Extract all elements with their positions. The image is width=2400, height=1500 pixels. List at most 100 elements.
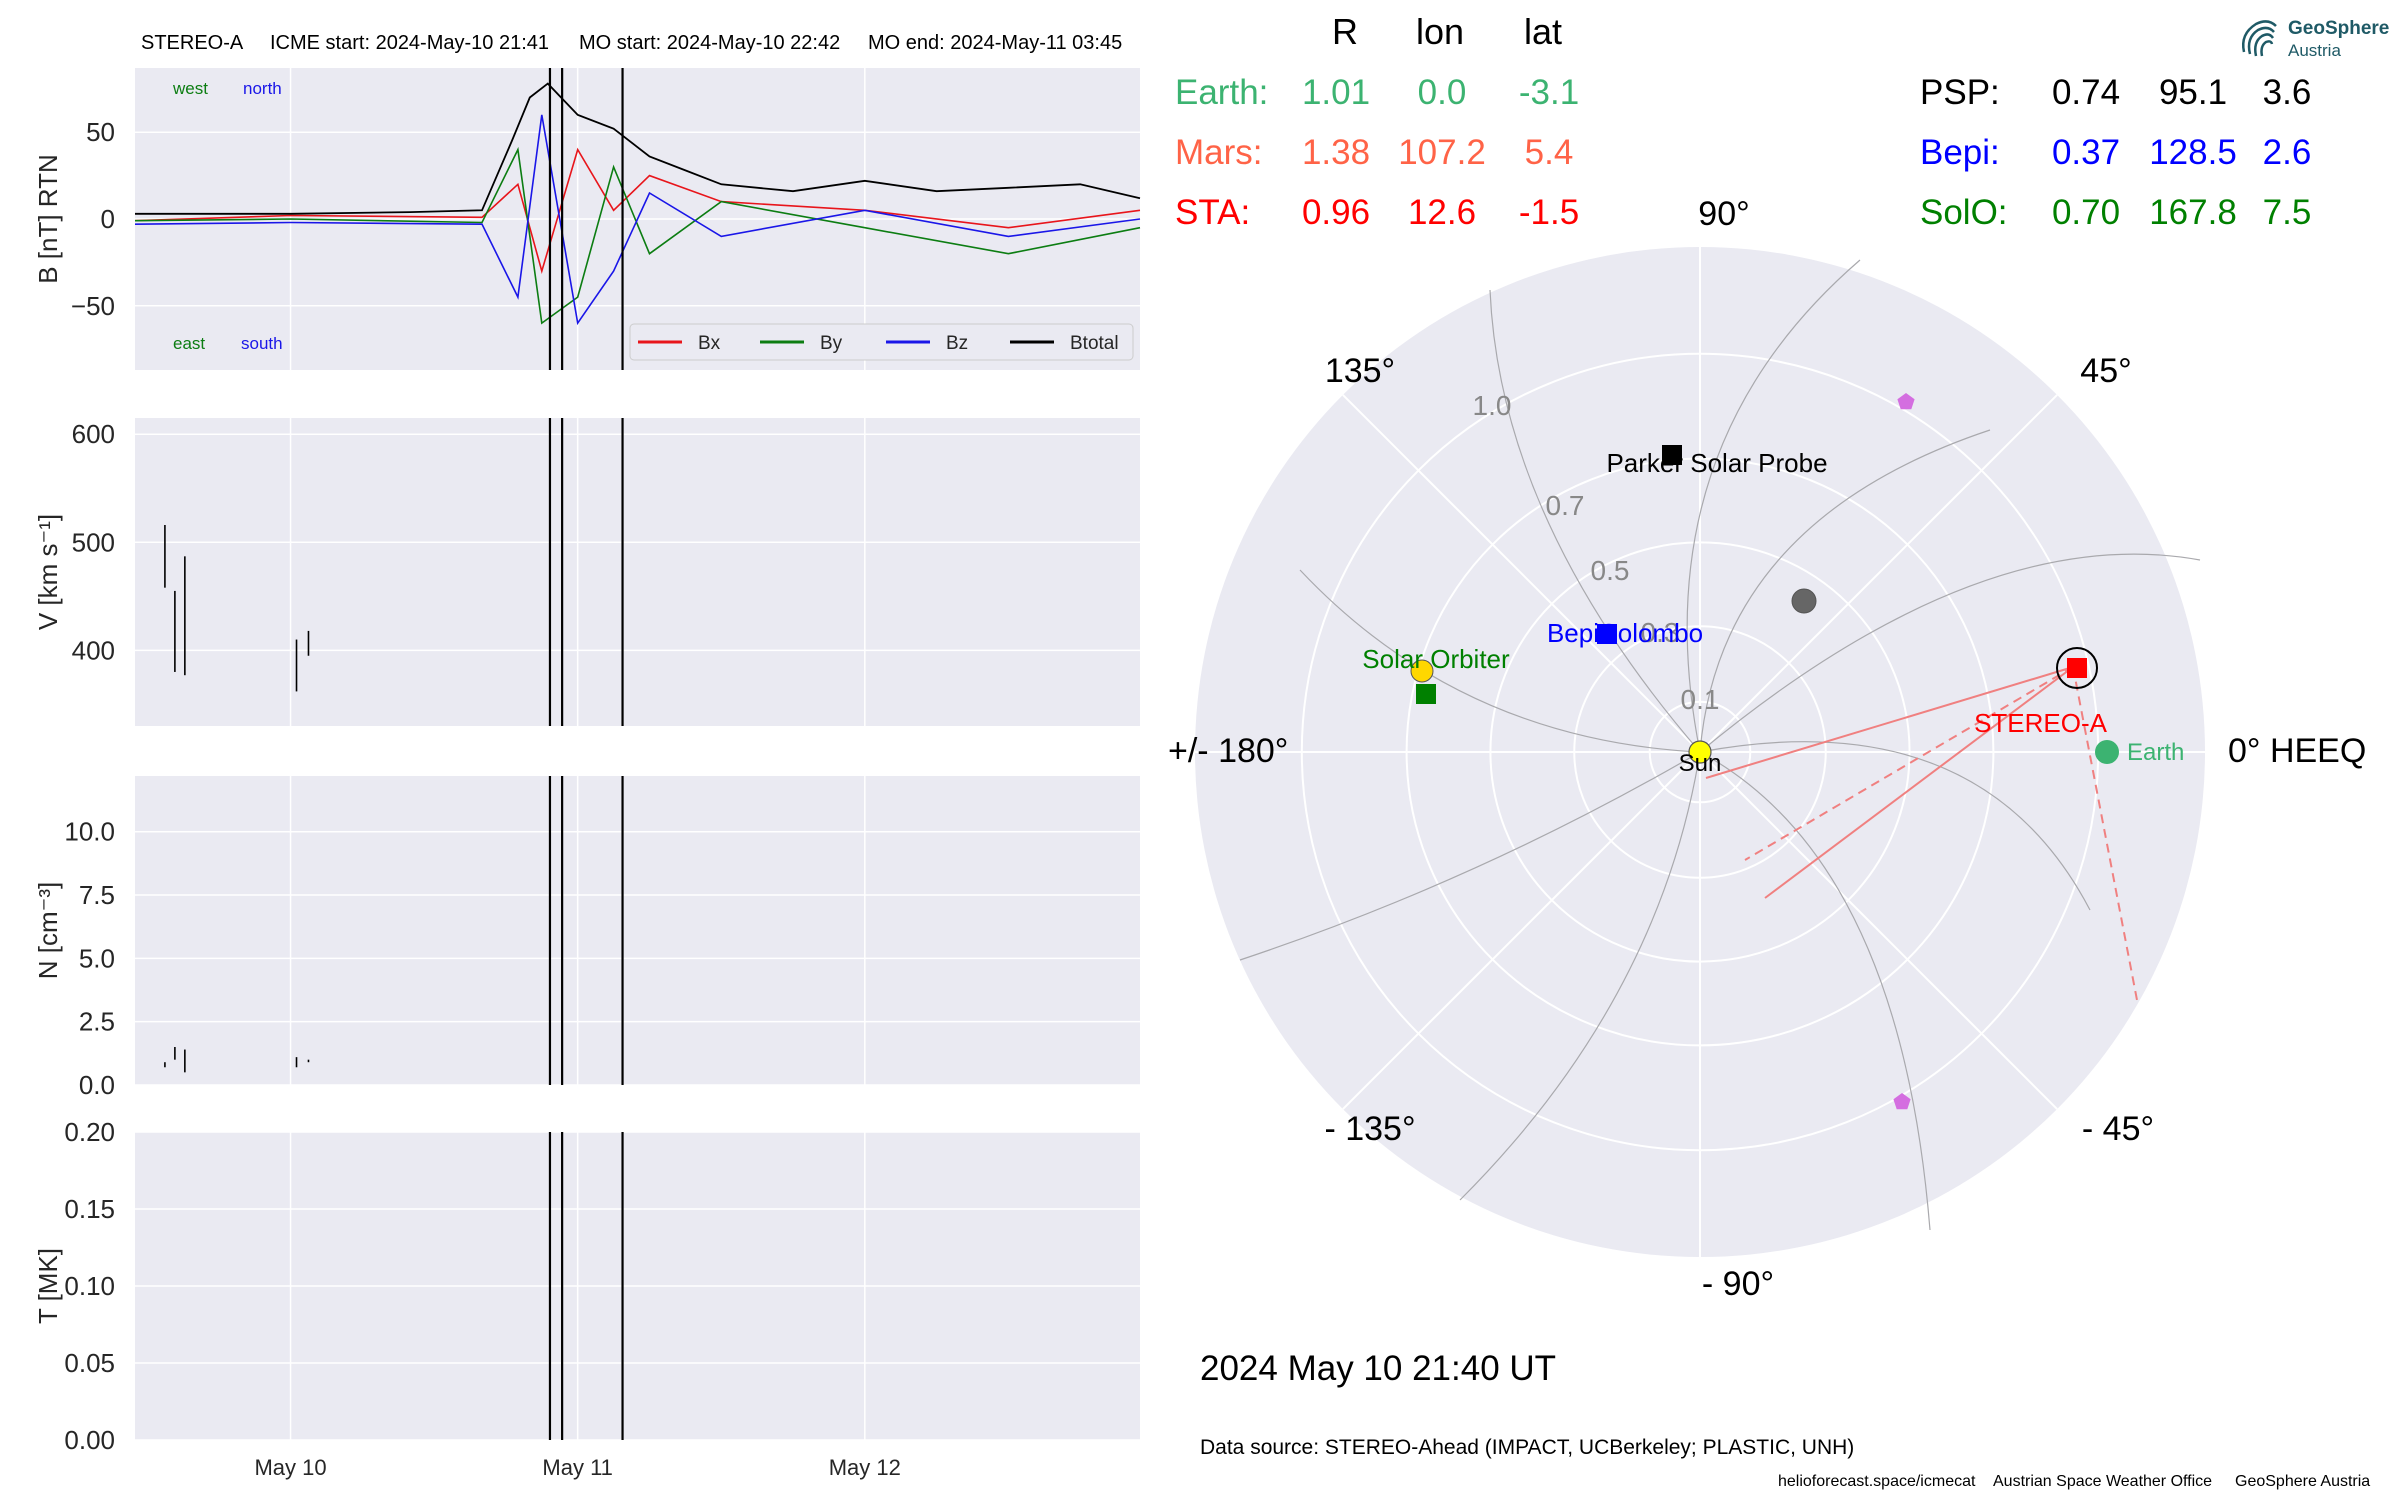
logo-title: GeoSphere — [2288, 18, 2390, 39]
footer-org: GeoSphere Austria — [2235, 1473, 2370, 1490]
legend-label-btotal: Btotal — [1070, 333, 1119, 354]
panel-density: 0.0 2.5 5.0 7.5 10.0 N [cm⁻³] — [33, 776, 1140, 1100]
bepi-marker — [1597, 624, 1617, 644]
table-row-lon: 107.2 — [1398, 133, 1486, 172]
table-row-lat: 5.4 — [1525, 133, 1574, 172]
y-tick-label: 0.0 — [79, 1070, 115, 1100]
table-row-r: 0.74 — [2052, 73, 2120, 112]
spacecraft-label: STEREO-A — [141, 32, 244, 54]
corner-label-south: south — [241, 334, 283, 353]
parker-spiral — [1699, 553, 2201, 753]
psp-label: Parker Solar Probe — [1606, 448, 1827, 478]
table-row-lat: 3.6 — [2263, 73, 2312, 112]
y-tick-label: 600 — [72, 419, 115, 449]
timestamp: 2024 May 10 21:40 UT — [1200, 1349, 1556, 1388]
polar-spoke — [1699, 751, 2058, 1110]
y-tick-label: 10.0 — [64, 817, 115, 847]
y-tick-label: 500 — [72, 527, 115, 557]
parker-spiral — [1699, 741, 2091, 911]
parker-spiral — [1299, 569, 1701, 753]
polar-marker-circle — [1410, 659, 1434, 683]
icme-start-label: ICME start: 2024-May-10 21:41 — [270, 32, 549, 54]
table-row-name: STA: — [1175, 193, 1250, 232]
y-axis-label: V [km s⁻¹] — [33, 514, 63, 630]
table-row-r: 1.01 — [1302, 73, 1370, 112]
table-row-name: SolO: — [1920, 193, 2008, 232]
polar-position-plot: 0.1 0.3 0.5 0.7 1.0 0° HEEQ 45° 90° 135° +/- 180°… — [1168, 195, 2366, 1303]
y-tick-label: 0.00 — [64, 1425, 115, 1455]
table-row-r: 1.38 — [1302, 133, 1370, 172]
parker-spiral — [1489, 289, 1701, 753]
stereo-a-marker — [2067, 658, 2087, 678]
stereo-line-dashed — [2072, 666, 2138, 1001]
y-tick-label: 7.5 — [79, 880, 115, 910]
angle-label: - 45° — [2082, 1110, 2154, 1148]
table-row-name: PSP: — [1920, 73, 2000, 112]
radial-tick-label: 0.3 — [1641, 617, 1680, 648]
earth-label: Earth — [2127, 739, 2184, 766]
table-row-lon: 0.0 — [1418, 73, 1467, 112]
legend-frame — [629, 323, 1134, 361]
legend-label-bx: Bx — [698, 333, 721, 354]
y-tick-label: 0 — [101, 204, 115, 234]
mo-end-label: MO end: 2024-May-11 03:45 — [868, 32, 1122, 54]
angle-label: - 135° — [1324, 1110, 1415, 1148]
sun-label: Sun — [1679, 750, 1722, 777]
table-header-r: R — [1332, 11, 1358, 52]
y-tick-label: 50 — [86, 117, 115, 147]
x-tick-label: May 10 — [254, 1455, 326, 1480]
table-row-lon: 167.8 — [2149, 193, 2237, 232]
radial-tick-label: 1.0 — [1473, 390, 1512, 421]
y-axis-label: T [MK] — [33, 1248, 63, 1324]
angle-label: 45° — [2080, 352, 2131, 390]
stereo-line-solid — [1705, 666, 2074, 779]
corner-label-east: east — [173, 334, 205, 353]
y-axis-label: B [nT] RTN — [33, 154, 63, 284]
solo-label: Solar Orbiter — [1362, 644, 1510, 674]
geosphere-logo: GeoSphere Austria — [2238, 14, 2390, 64]
parker-spiral — [1686, 259, 1861, 753]
mo-start-label: MO start: 2024-May-10 22:42 — [579, 32, 840, 54]
sun-marker — [1688, 740, 1712, 764]
table-row-lon: 12.6 — [1408, 193, 1476, 232]
x-tick-label: May 12 — [829, 1455, 901, 1480]
stereo-a-ring — [2056, 647, 2098, 689]
angle-label: - 90° — [1702, 1265, 1774, 1303]
logo-swirl-icon — [2242, 20, 2277, 57]
parker-spiral — [1699, 751, 1931, 1231]
psp-marker — [1662, 445, 1682, 465]
parker-spiral — [1699, 429, 1991, 753]
solo-marker — [1416, 684, 1436, 704]
stereo-line-solid — [1764, 666, 2074, 899]
table-row-lat: 7.5 — [2263, 193, 2312, 232]
table-row-lon: 128.5 — [2149, 133, 2237, 172]
table-row-name: Bepi: — [1920, 133, 2000, 172]
x-tick-label: May 11 — [542, 1455, 613, 1480]
polar-marker-pentagon — [1897, 393, 1915, 410]
time-series-panels: −50 0 50 B [nT] RTN west north east south Bx By Bz… — [33, 68, 1141, 1480]
series-bz-line — [134, 114, 1141, 326]
panel-background — [135, 418, 1140, 726]
parker-spiral — [1459, 751, 1701, 1201]
data-source: Data source: STEREO-Ahead (IMPACT, UCBer… — [1200, 1436, 1854, 1459]
y-tick-label: 0.20 — [64, 1117, 115, 1147]
table-header-lat: lat — [1524, 11, 1562, 52]
polar-spoke — [1342, 394, 1701, 753]
y-tick-label: −50 — [71, 291, 115, 321]
panel-background — [135, 776, 1140, 1085]
table-row-r: 0.70 — [2052, 193, 2120, 232]
series-bx-line — [134, 147, 1141, 275]
legend-label-bz: Bz — [946, 333, 968, 354]
table-row-r: 0.37 — [2052, 133, 2120, 172]
y-tick-label: 5.0 — [79, 943, 115, 973]
series-by-line — [134, 146, 1141, 325]
footer-office: Austrian Space Weather Office — [1993, 1473, 2212, 1490]
polar-spoke — [1699, 394, 2058, 753]
table-row-lon: 95.1 — [2159, 73, 2227, 112]
parker-spiral — [1239, 751, 1701, 961]
corner-label-north: north — [243, 79, 282, 98]
table-rows: Earth: 1.01 0.0 -3.1 Mars: 1.38 107.2 5.4 STA: 0.… — [1175, 73, 2311, 232]
angle-label: 0° HEEQ — [2228, 732, 2366, 770]
radial-tick-label: 0.1 — [1681, 684, 1720, 715]
